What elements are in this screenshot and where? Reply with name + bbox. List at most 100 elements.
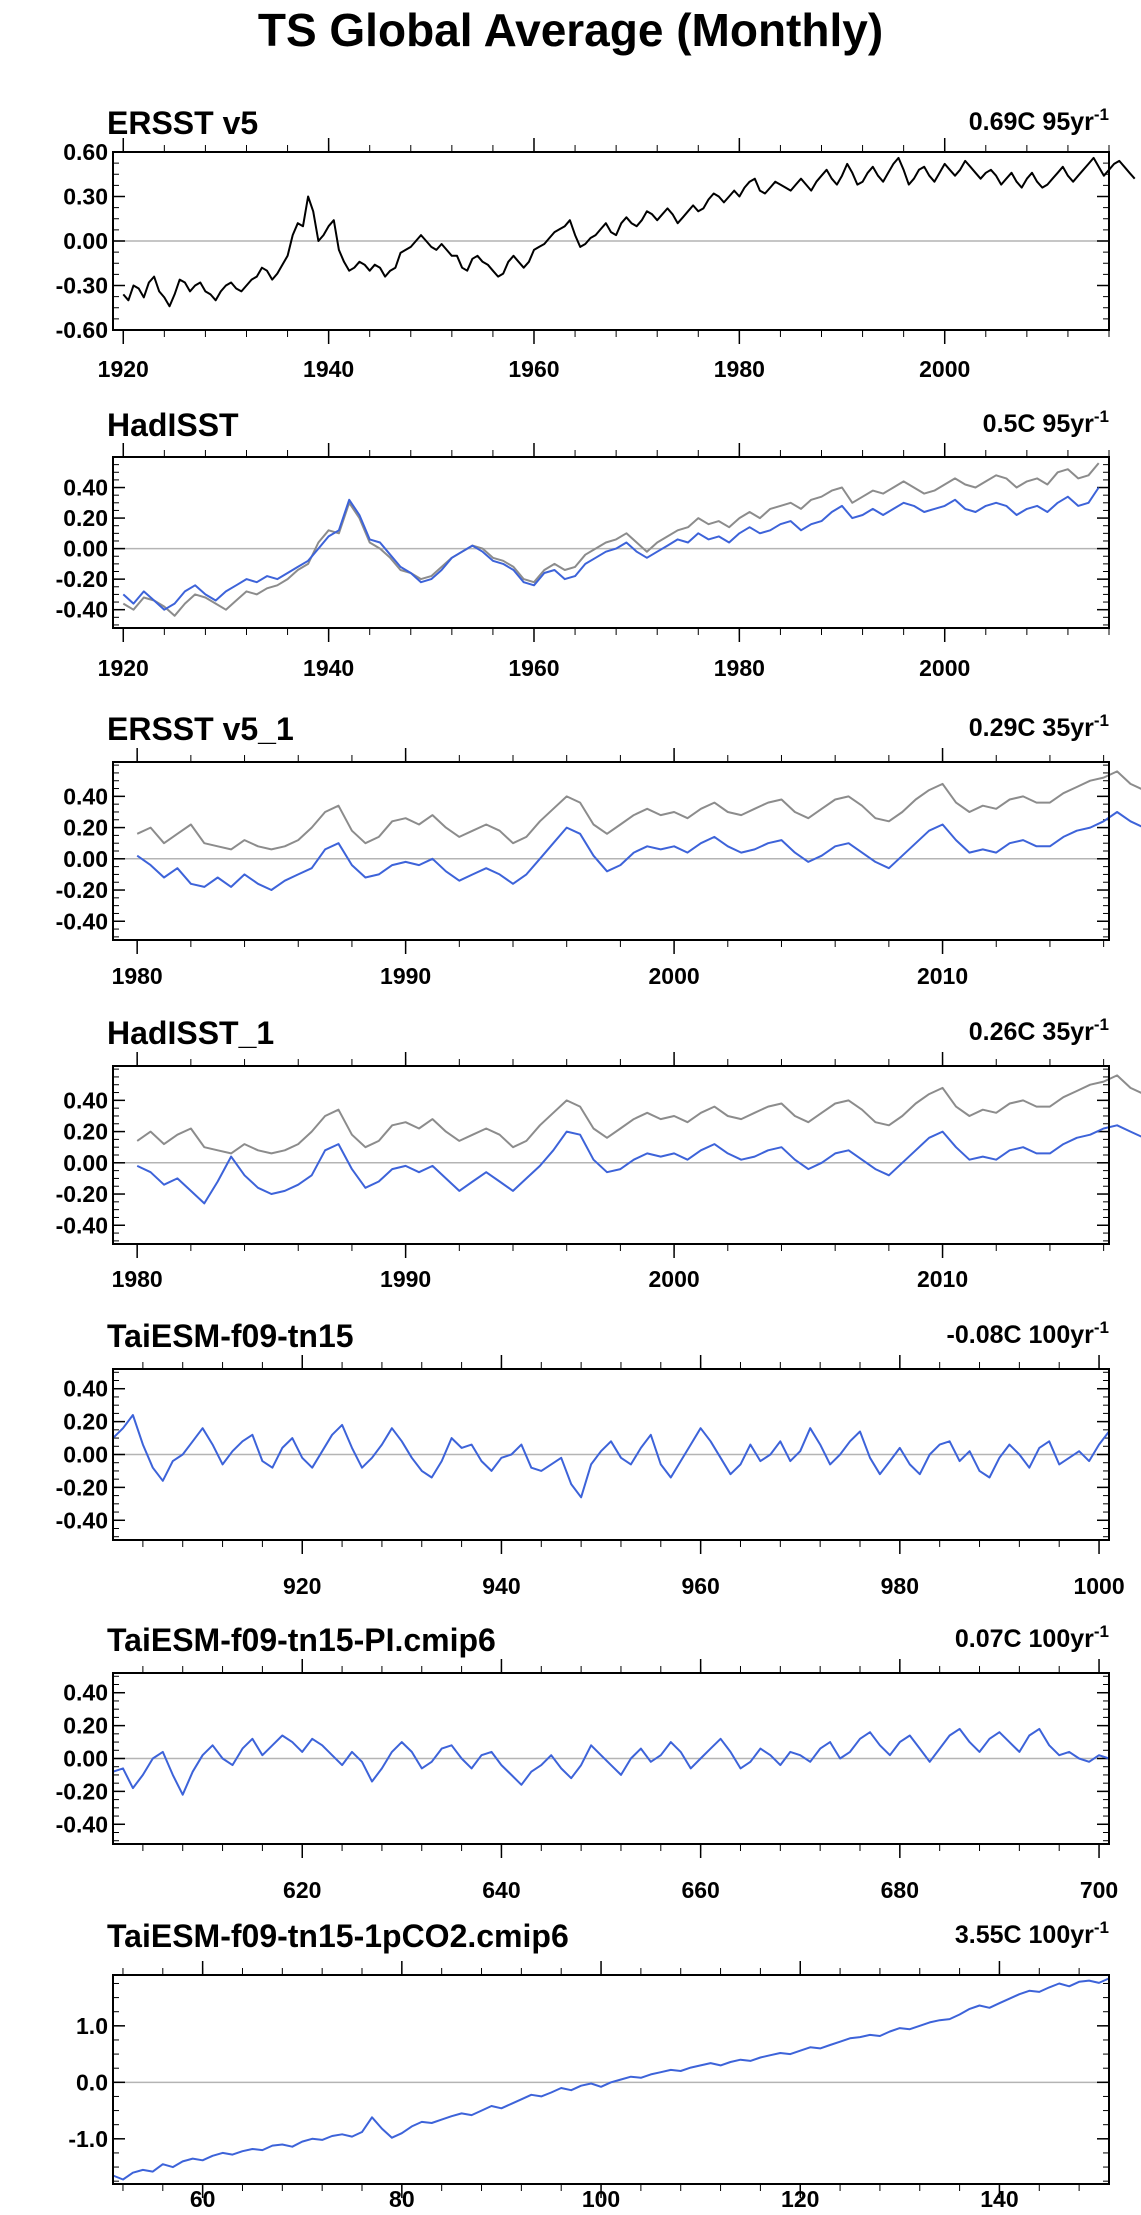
x-tick-label: 1980 [714, 356, 765, 382]
y-tick-label: 0.40 [63, 1087, 108, 1113]
y-tick-label: 0.20 [63, 1409, 108, 1435]
x-tick-label: 2000 [649, 1266, 700, 1292]
plot-frame [112, 1368, 1110, 1541]
trend-label: 3.55C 100yr-1 [955, 1918, 1109, 1949]
x-tick-label: 980 [881, 1573, 919, 1599]
y-tick-label: -0.20 [56, 566, 108, 592]
y-tick-label: 0.00 [63, 228, 108, 254]
x-tick-label: 920 [283, 1573, 321, 1599]
panel-5: TaiESM-f09-tn15 -0.08C 100yr-1 0.40 0.20 0.0… [56, 1318, 1125, 1599]
y-tick-label: -0.40 [56, 1811, 108, 1837]
x-tick-label: 620 [283, 1877, 321, 1903]
x-tick-label: 2000 [919, 356, 970, 382]
x-tick-label: 1960 [508, 655, 559, 681]
y-tick-label: -1.0 [68, 2126, 108, 2152]
x-tick-label: 700 [1080, 1877, 1118, 1903]
series-line-observed [122, 156, 1136, 308]
x-tick-label: 1980 [714, 655, 765, 681]
y-tick-label: 0.20 [63, 1713, 108, 1739]
plot-frame [112, 1065, 1110, 1245]
series-line-model [112, 1977, 1110, 2181]
panel-title: ERSST v5 [107, 105, 258, 141]
series-line-reference [136, 770, 1141, 851]
y-tick-label: 0.20 [63, 815, 108, 841]
series-line-model [136, 1124, 1141, 1205]
panel-title: TaiESM-f09-tn15 [107, 1318, 354, 1354]
plot-frame [112, 151, 1110, 331]
x-tick-label: 640 [482, 1877, 520, 1903]
y-tick-label: 0.60 [63, 139, 108, 165]
x-tick-label: 1990 [380, 1266, 431, 1292]
series-line-model [112, 1414, 1110, 1499]
plot-frame [112, 1672, 1110, 1845]
panel-1: ERSST v5 0.69C 95yr-1 0.60 0.30 0.00 -0.30 -0.… [56, 105, 1136, 382]
y-tick-label: 0.40 [63, 783, 108, 809]
y-tick-label: 1.0 [76, 2013, 108, 2039]
trend-label: 0.5C 95yr-1 [983, 407, 1109, 438]
x-tick-label: 1940 [303, 655, 354, 681]
panel-6: TaiESM-f09-tn15-PI.cmip6 0.07C 100yr-1 0.4… [56, 1622, 1119, 1903]
series-line-reference [122, 462, 1100, 617]
y-tick-label: 0.30 [63, 184, 108, 210]
y-tick-label: 0.00 [63, 1150, 108, 1176]
trend-label: -0.08C 100yr-1 [947, 1318, 1109, 1349]
x-tick-label: 1980 [112, 1266, 163, 1292]
y-tick-label: 0.00 [63, 1746, 108, 1772]
trend-label: 0.29C 35yr-1 [969, 711, 1109, 742]
x-tick-label: 2000 [919, 655, 970, 681]
y-tick-label: 0.20 [63, 505, 108, 531]
x-tick-label: 1980 [112, 963, 163, 989]
panel-title: ERSST v5_1 [107, 711, 294, 747]
x-tick-label: 940 [482, 1573, 520, 1599]
y-tick-label: -0.20 [56, 1778, 108, 1804]
series-line-model [112, 1727, 1110, 1796]
x-tick-label: 1920 [98, 655, 149, 681]
panel-7: TaiESM-f09-tn15-1pCO2.cmip6 3.55C 100yr-1… [68, 1918, 1110, 2212]
trend-label: 0.07C 100yr-1 [955, 1622, 1109, 1653]
plot-frame [112, 761, 1110, 941]
y-tick-label: 0.40 [63, 1680, 108, 1706]
series-line-reference [136, 1074, 1141, 1155]
x-tick-label: 1940 [303, 356, 354, 382]
y-tick-label: -0.30 [56, 273, 108, 299]
panel-title: HadISST_1 [107, 1015, 274, 1051]
x-tick-label: 1960 [508, 356, 559, 382]
y-tick-label: 0.40 [63, 475, 108, 501]
page-title: TS Global Average (Monthly) [257, 4, 884, 56]
y-tick-label: -0.40 [56, 908, 108, 934]
x-tick-label: 680 [881, 1877, 919, 1903]
x-tick-label: 1000 [1073, 1573, 1124, 1599]
panel-title: TaiESM-f09-tn15-PI.cmip6 [107, 1622, 496, 1658]
y-tick-label: 0.40 [63, 1376, 108, 1402]
panel-4: HadISST_1 0.26C 35yr-1 0.40 0.20 0.00 -0.20 -0… [56, 1015, 1141, 1292]
y-tick-label: -0.60 [56, 317, 108, 343]
series-line-model [136, 811, 1141, 891]
plot-frame [112, 1974, 1110, 2185]
series-line-model [122, 486, 1100, 611]
y-tick-label: -0.40 [56, 1212, 108, 1238]
y-tick-label: -0.20 [56, 1181, 108, 1207]
y-tick-label: 0.20 [63, 1119, 108, 1145]
y-tick-label: 0.00 [63, 1442, 108, 1468]
panel-3: ERSST v5_1 0.29C 35yr-1 0.40 0.20 0.00 -0.20 -… [56, 711, 1141, 989]
x-tick-label: 1920 [98, 356, 149, 382]
x-tick-label: 2000 [649, 963, 700, 989]
panel-2: HadISST 0.5C 95yr-1 0.40 0.20 0.00 -0.20 -0.40… [56, 407, 1110, 681]
x-tick-label: 660 [681, 1877, 719, 1903]
y-tick-label: -0.20 [56, 877, 108, 903]
y-tick-label: -0.40 [56, 597, 108, 623]
trend-label: 0.69C 95yr-1 [969, 105, 1109, 136]
panel-title: TaiESM-f09-tn15-1pCO2.cmip6 [107, 1918, 569, 1954]
y-tick-label: 0.00 [63, 536, 108, 562]
x-tick-label: 2010 [917, 1266, 968, 1292]
x-tick-label: 1990 [380, 963, 431, 989]
y-tick-label: -0.40 [56, 1507, 108, 1533]
x-tick-label: 2010 [917, 963, 968, 989]
y-tick-label: 0.00 [63, 846, 108, 872]
plot-frame [112, 456, 1110, 629]
y-tick-label: -0.20 [56, 1474, 108, 1500]
x-tick-label: 960 [681, 1573, 719, 1599]
trend-label: 0.26C 35yr-1 [969, 1015, 1109, 1046]
panel-title: HadISST [107, 407, 239, 443]
